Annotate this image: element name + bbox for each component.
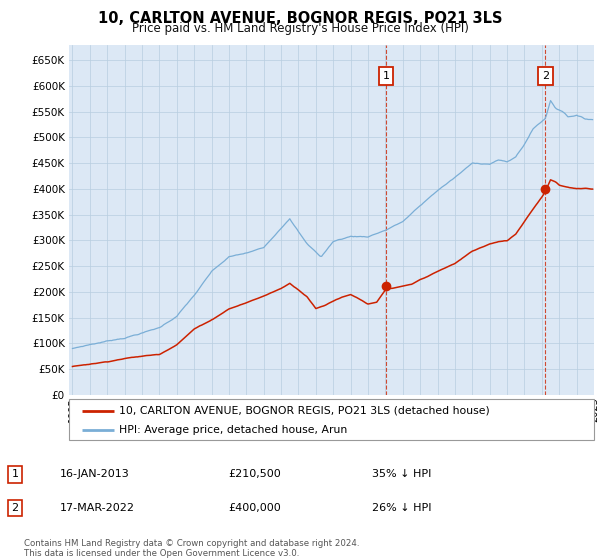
Text: This data is licensed under the Open Government Licence v3.0.: This data is licensed under the Open Gov… xyxy=(24,549,299,558)
Text: 1: 1 xyxy=(11,469,19,479)
Text: Contains HM Land Registry data © Crown copyright and database right 2024.: Contains HM Land Registry data © Crown c… xyxy=(24,539,359,548)
Text: 35% ↓ HPI: 35% ↓ HPI xyxy=(372,469,431,479)
Text: £210,500: £210,500 xyxy=(228,469,281,479)
Text: 1: 1 xyxy=(383,71,389,81)
Text: 2: 2 xyxy=(542,71,549,81)
Text: 10, CARLTON AVENUE, BOGNOR REGIS, PO21 3LS (detached house): 10, CARLTON AVENUE, BOGNOR REGIS, PO21 3… xyxy=(119,405,490,416)
Text: 16-JAN-2013: 16-JAN-2013 xyxy=(60,469,130,479)
Text: 10, CARLTON AVENUE, BOGNOR REGIS, PO21 3LS: 10, CARLTON AVENUE, BOGNOR REGIS, PO21 3… xyxy=(98,11,502,26)
Text: Price paid vs. HM Land Registry's House Price Index (HPI): Price paid vs. HM Land Registry's House … xyxy=(131,22,469,35)
Text: HPI: Average price, detached house, Arun: HPI: Average price, detached house, Arun xyxy=(119,424,347,435)
Text: 26% ↓ HPI: 26% ↓ HPI xyxy=(372,503,431,513)
Text: £400,000: £400,000 xyxy=(228,503,281,513)
Text: 17-MAR-2022: 17-MAR-2022 xyxy=(60,503,135,513)
Text: 2: 2 xyxy=(11,503,19,513)
